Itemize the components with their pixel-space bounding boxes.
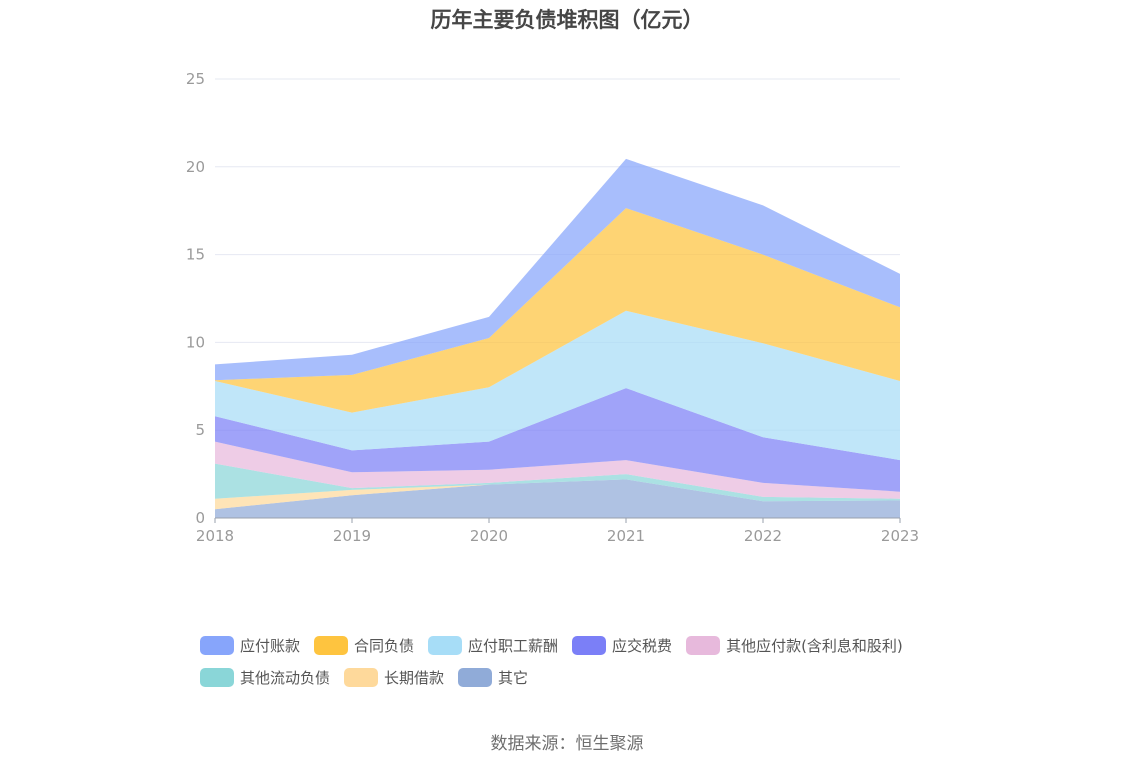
axes: 0 5 10 15 20 25 2018 2019 2020 2021 2022 2023 [186, 70, 919, 545]
legend-row-1: 应付账款 合同负债 应付职工薪酬 应交税费 其他应付款(含利息和股利) [200, 629, 960, 661]
area-series-4[interactable] [215, 388, 900, 492]
area-series-2[interactable] [215, 463, 900, 502]
legend-item-others[interactable]: 其它 [458, 667, 528, 688]
y-tick-label: 25 [186, 70, 205, 88]
x-tick-label: 2020 [470, 527, 508, 545]
chart-title: 历年主要负债堆积图（亿元） [430, 8, 704, 32]
legend-swatch [314, 635, 349, 655]
area-series-0[interactable] [215, 479, 900, 518]
legend-item-other-payables[interactable]: 其他应付款(含利息和股利) [686, 635, 903, 656]
legend-item-long-term-borrowings[interactable]: 长期借款 [344, 667, 444, 688]
legend-label: 应交税费 [612, 636, 673, 655]
legend: 应付账款 合同负债 应付职工薪酬 应交税费 其他应付款(含利息和股利) 其他流动… [200, 629, 960, 693]
legend-item-employee-payable[interactable]: 应付职工薪酬 [428, 635, 558, 656]
y-tick-label: 10 [186, 333, 205, 351]
x-tick-label: 2018 [196, 527, 234, 545]
legend-label: 长期借款 [384, 668, 445, 687]
area-series-3[interactable] [215, 441, 900, 499]
legend-label: 应付职工薪酬 [468, 636, 559, 655]
legend-swatch [200, 667, 234, 687]
x-tick-label: 2022 [744, 527, 782, 545]
x-tick-label: 2019 [333, 527, 371, 545]
y-tick-label: 15 [186, 246, 205, 264]
legend-item-taxes-payable[interactable]: 应交税费 [572, 635, 672, 656]
legend-item-accounts-payable[interactable]: 应付账款 [200, 635, 300, 656]
area-series-7[interactable] [215, 158, 900, 381]
area-series-6[interactable] [215, 208, 900, 413]
area-series-5[interactable] [215, 310, 900, 461]
y-tick-label: 0 [195, 509, 205, 527]
legend-swatch [428, 635, 463, 655]
x-tick-label: 2023 [881, 527, 919, 545]
area-series-1[interactable] [215, 479, 900, 510]
legend-swatch [458, 667, 493, 687]
legend-row-2: 其他流动负债 长期借款 其它 [200, 661, 960, 693]
x-tick-label: 2021 [607, 527, 645, 545]
legend-swatch [344, 667, 379, 687]
legend-swatch [686, 635, 721, 655]
y-tick-label: 5 [195, 421, 205, 439]
legend-label: 其它 [498, 668, 529, 687]
y-tick-label: 20 [186, 158, 205, 176]
legend-label: 其他流动负债 [240, 668, 331, 687]
legend-swatch [200, 635, 234, 655]
legend-item-contract-liabilities[interactable]: 合同负债 [314, 635, 414, 656]
data-source: 数据来源：恒生聚源 [490, 734, 644, 754]
legend-item-other-current-liabilities[interactable]: 其他流动负债 [200, 667, 330, 688]
legend-label: 其他应付款(含利息和股利) [726, 636, 903, 655]
legend-label: 应付账款 [240, 636, 301, 655]
legend-swatch [572, 635, 607, 655]
area-series [215, 158, 900, 518]
legend-label: 合同负债 [354, 636, 415, 655]
